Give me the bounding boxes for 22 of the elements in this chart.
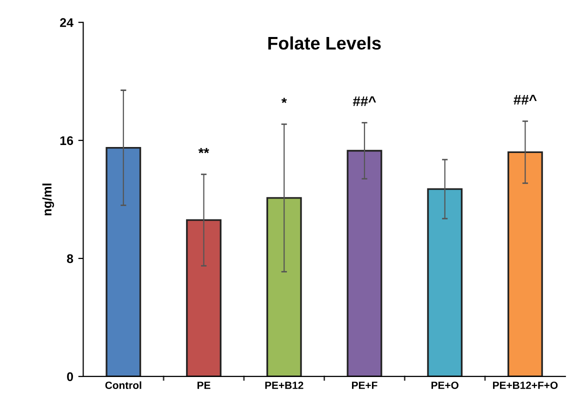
y-tick-label: 16 <box>60 136 74 146</box>
bar <box>186 219 222 376</box>
annotation: ##^ <box>352 96 376 106</box>
bar <box>508 151 543 376</box>
annotation: ##^ <box>514 94 537 104</box>
annotation: ** <box>198 148 210 154</box>
x-tick-label: PE+F <box>352 382 378 389</box>
y-tick-label: 8 <box>66 254 74 264</box>
bar <box>346 150 382 376</box>
bar <box>427 188 463 376</box>
y-tick-label: 0 <box>67 372 73 382</box>
y-axis-title: ng/ml <box>42 184 54 216</box>
x-tick-label: PE+B12 <box>265 382 304 389</box>
x-tick-label: Control <box>105 381 142 389</box>
text: Folate Levels <box>268 36 381 50</box>
y-tick-label: 24 <box>60 18 74 27</box>
x-tick-label: PE <box>198 382 210 389</box>
x-tick-label: PE+O <box>432 382 458 389</box>
bar <box>106 146 142 376</box>
x-tick-label: PE+B12+F+O <box>493 382 558 389</box>
annotation: * <box>281 98 287 104</box>
bar <box>266 197 302 376</box>
